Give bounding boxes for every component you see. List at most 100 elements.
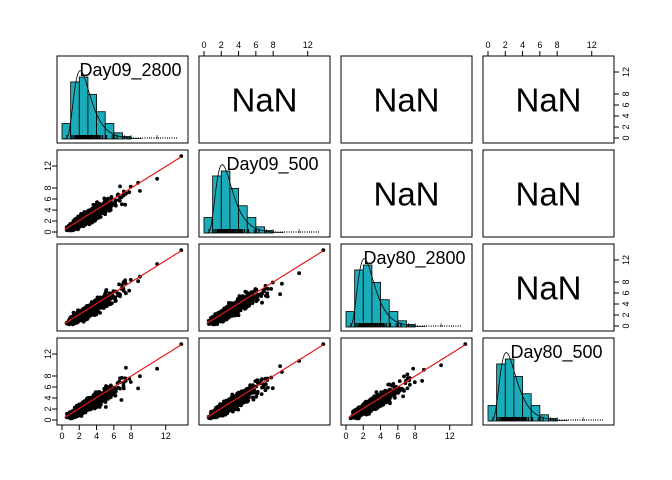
data-point bbox=[113, 198, 118, 203]
scatter-points-r2c1 bbox=[206, 271, 301, 327]
data-point bbox=[228, 408, 233, 413]
data-point bbox=[87, 222, 92, 227]
fit-line bbox=[64, 344, 182, 419]
data-point bbox=[235, 310, 240, 315]
x-tick-label: 4 bbox=[236, 40, 241, 50]
data-point bbox=[260, 300, 264, 305]
y-tick-label: 6 bbox=[621, 290, 631, 295]
data-point bbox=[222, 307, 226, 311]
x-tick-label: 6 bbox=[395, 431, 400, 441]
data-point bbox=[269, 287, 274, 291]
data-point bbox=[118, 292, 122, 297]
data-point bbox=[412, 380, 417, 385]
panel-frame-r2c0 bbox=[56, 243, 189, 332]
data-point bbox=[243, 399, 248, 404]
data-point bbox=[128, 278, 133, 282]
data-point bbox=[219, 315, 224, 320]
x-tick-label: 0 bbox=[59, 431, 64, 441]
data-point bbox=[254, 287, 259, 292]
data-point bbox=[266, 287, 270, 291]
y-tick-label: 6 bbox=[43, 384, 53, 389]
data-point bbox=[71, 224, 76, 229]
rug-marks bbox=[350, 323, 461, 327]
data-point bbox=[278, 364, 282, 368]
data-point bbox=[121, 280, 126, 285]
data-point bbox=[118, 184, 122, 189]
panel-frame-r3c1 bbox=[198, 337, 331, 426]
data-point bbox=[74, 320, 79, 325]
data-point bbox=[217, 413, 221, 418]
data-point bbox=[136, 386, 141, 391]
data-point bbox=[270, 386, 275, 391]
data-point bbox=[117, 198, 122, 203]
x-tick-label: 0 bbox=[201, 40, 206, 50]
y-tick-label: 8 bbox=[621, 279, 631, 284]
y-tick-label: 4 bbox=[43, 207, 53, 212]
data-point bbox=[209, 409, 214, 414]
data-point bbox=[266, 385, 270, 390]
data-point bbox=[136, 279, 141, 284]
correlation-value-r0c1: NaN bbox=[231, 82, 297, 119]
data-point bbox=[127, 288, 132, 293]
x-tick-label: 2 bbox=[361, 431, 366, 441]
data-point bbox=[246, 304, 251, 308]
data-point bbox=[106, 206, 111, 211]
data-point bbox=[112, 296, 117, 301]
histogram-bar bbox=[246, 217, 257, 234]
data-point bbox=[89, 307, 93, 312]
data-point bbox=[259, 392, 264, 396]
y-tick-label: 4 bbox=[621, 301, 631, 306]
data-point bbox=[239, 402, 244, 406]
x-tick-label: 6 bbox=[537, 40, 542, 50]
data-point bbox=[155, 366, 160, 371]
x-tick-label: 0 bbox=[343, 431, 348, 441]
data-point bbox=[99, 303, 103, 308]
data-point bbox=[110, 201, 114, 206]
fit-line bbox=[206, 250, 324, 325]
x-tick-label: 8 bbox=[555, 40, 560, 50]
x-tick-label: 6 bbox=[111, 431, 116, 441]
histogram-bar bbox=[388, 311, 399, 328]
x-tick-label: 6 bbox=[253, 40, 258, 50]
histogram-bar bbox=[78, 76, 89, 140]
y-tick-label: 2 bbox=[43, 218, 53, 223]
data-point bbox=[80, 219, 85, 224]
data-point bbox=[82, 312, 87, 316]
data-point bbox=[77, 315, 82, 319]
density-curve bbox=[63, 70, 142, 140]
y-tick-label: 4 bbox=[43, 395, 53, 400]
x-tick-label: 0 bbox=[485, 40, 490, 50]
data-point bbox=[100, 399, 104, 403]
data-point bbox=[86, 312, 91, 317]
histogram-bar bbox=[380, 299, 390, 328]
data-point bbox=[92, 313, 97, 317]
data-point bbox=[119, 398, 124, 402]
y-tick-label: 12 bbox=[43, 161, 53, 171]
panel-frame-r1c3 bbox=[482, 149, 615, 238]
rug-marks bbox=[66, 135, 177, 139]
data-point bbox=[260, 385, 264, 390]
diagonal-label-Day09_500: Day09_500 bbox=[226, 154, 318, 175]
data-point bbox=[109, 195, 114, 199]
data-point bbox=[213, 312, 218, 316]
y-tick-label: 12 bbox=[621, 67, 631, 77]
x-tick-label: 12 bbox=[587, 40, 597, 50]
panel-frame-r1c1 bbox=[198, 149, 331, 238]
histogram-bar bbox=[220, 170, 231, 234]
x-tick-label: 4 bbox=[94, 431, 99, 441]
correlation-value-r0c2: NaN bbox=[373, 82, 439, 119]
panel-frame-r2c1 bbox=[198, 243, 331, 332]
data-point bbox=[226, 315, 231, 320]
data-point bbox=[118, 376, 122, 381]
data-point bbox=[251, 397, 256, 402]
data-point bbox=[123, 202, 128, 207]
data-point bbox=[255, 297, 260, 302]
scatter-points-r1c0 bbox=[64, 176, 160, 233]
data-point bbox=[209, 316, 214, 320]
data-point bbox=[121, 386, 126, 391]
data-point bbox=[89, 219, 94, 224]
rug-marks bbox=[208, 229, 319, 233]
data-point bbox=[138, 189, 142, 193]
data-point bbox=[138, 374, 142, 379]
x-tick-label: 8 bbox=[129, 431, 134, 441]
